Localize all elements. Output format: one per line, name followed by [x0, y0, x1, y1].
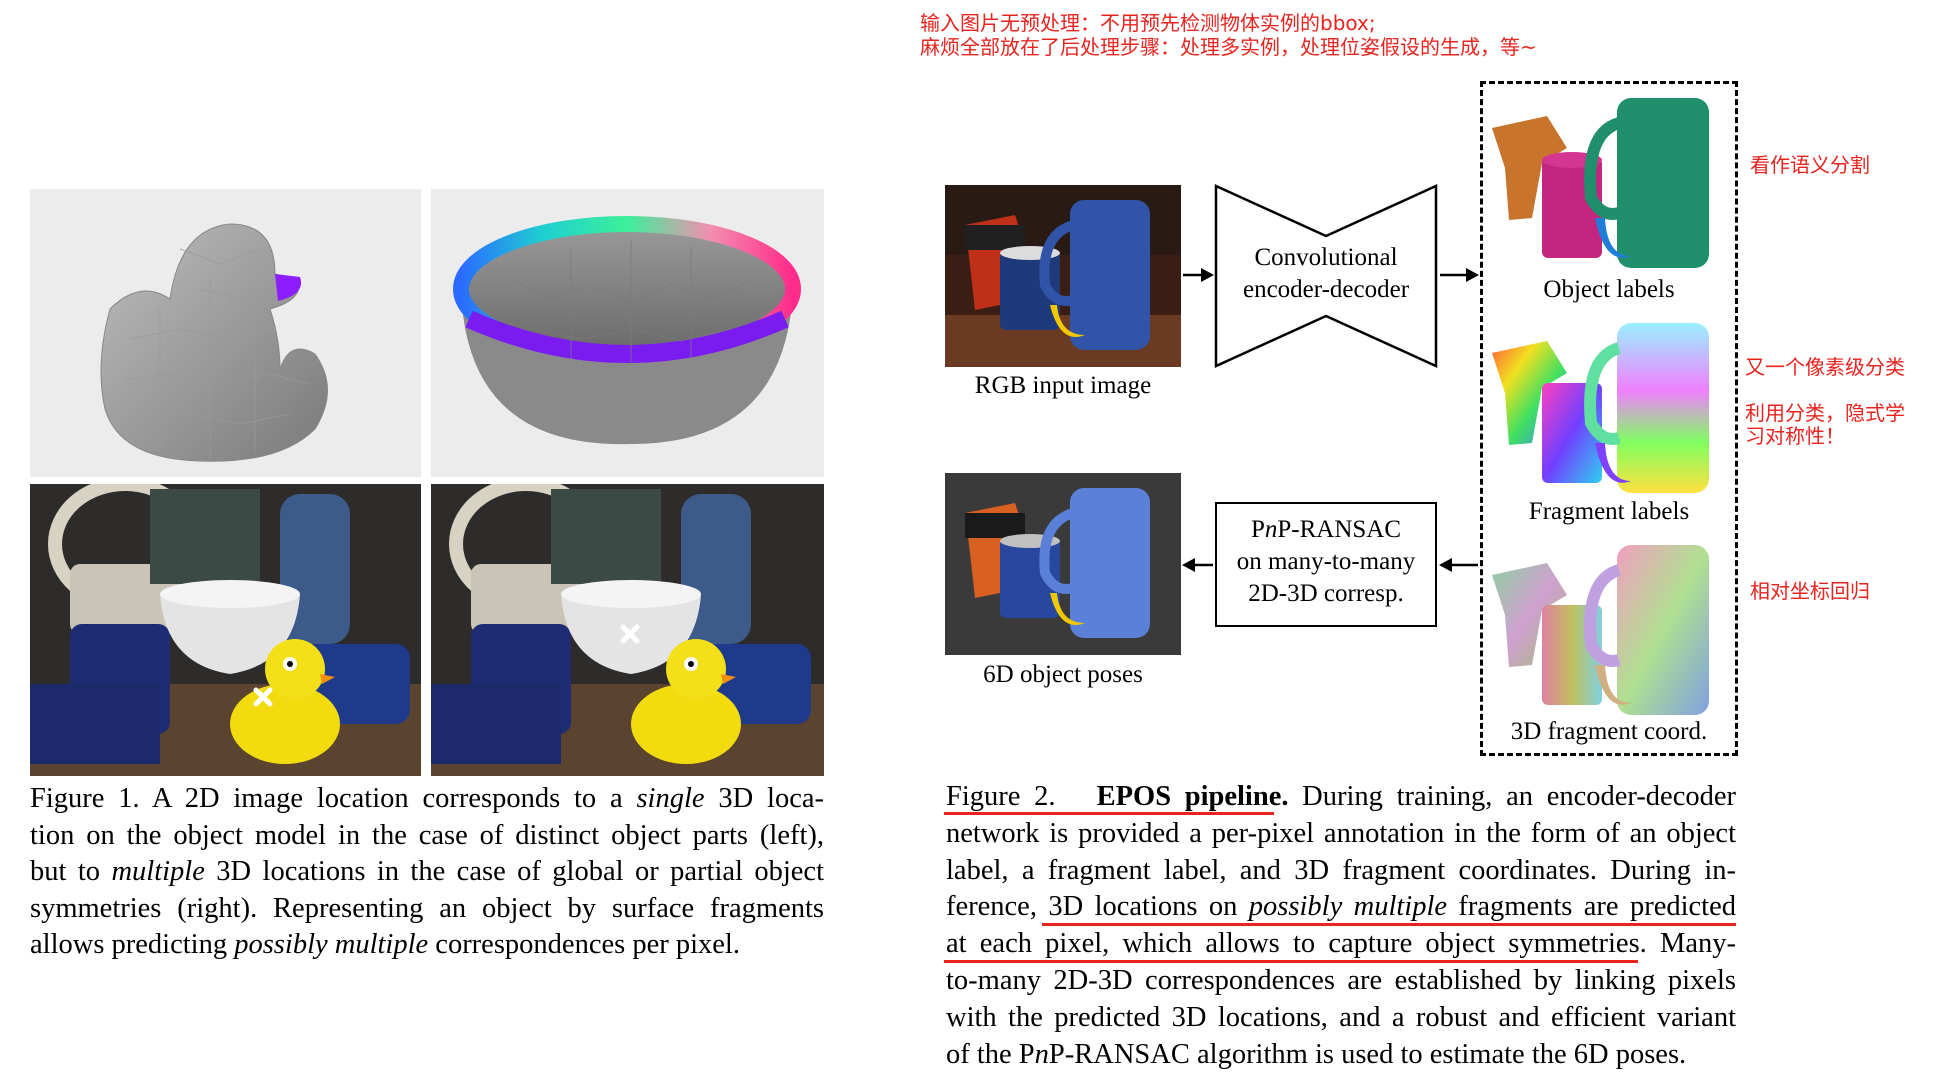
annotation-symmetry-2: 习对称性！	[1745, 424, 1845, 448]
encoder-decoder-block	[1214, 184, 1438, 368]
annotation-symmetry-1: 利用分类，隐式学	[1745, 401, 1905, 425]
fragment-coords-label: 3D fragment coord.	[1510, 718, 1708, 745]
pose-output-label: 6D object poses	[983, 661, 1143, 688]
arrow-encoder-to-outputs	[1440, 268, 1479, 282]
annotation-semantic: 看作语义分割	[1750, 153, 1870, 177]
pnp-ransac-block	[1215, 502, 1437, 627]
object-labels-label: Object labels	[1543, 276, 1675, 303]
figure2-caption: Figure 2. EPOS pipeline. During training…	[946, 781, 1737, 1070]
rgb-input-label: RGB input image	[974, 372, 1152, 399]
figure1-caption: Figure 1. A 2D image location correspond…	[30, 783, 824, 960]
underline-symmetries	[944, 960, 1638, 963]
encoder-decoder-label: Convolutional encoder-decoder	[1242, 244, 1410, 303]
annotation-pixel-class: 又一个像素级分类	[1745, 355, 1905, 379]
rgb-input-image	[945, 185, 1181, 367]
duck-model-render	[30, 189, 421, 477]
annotation-top-line2: 麻烦全部放在了后处理步骤：处理多实例，处理位姿假设的生成，等~	[920, 35, 1537, 59]
pose-output-image	[945, 473, 1181, 655]
scene-illustration-right	[431, 484, 824, 776]
underline-figure2-title	[944, 812, 1274, 815]
fragment-coords-image	[1487, 535, 1731, 720]
bowl-model-render	[431, 189, 824, 477]
rgb-input-illustration	[945, 185, 1181, 367]
fragment-coords-illustration	[1492, 545, 1709, 715]
scene-illustration-left	[30, 484, 421, 776]
fragment-labels-illustration	[1492, 323, 1709, 493]
arrow-pnp-to-poses	[1182, 558, 1213, 572]
pnp-ransac-label: PnP-RANSAC on many-to-many 2D-3D corresp…	[1236, 516, 1416, 607]
object-labels-illustration	[1492, 98, 1709, 268]
fragment-labels-image	[1487, 313, 1731, 498]
arrow-outputs-to-pnp	[1439, 558, 1478, 572]
annotation-regression: 相对坐标回归	[1750, 579, 1870, 603]
scene-photo-left	[30, 484, 421, 776]
pose-output-illustration	[945, 473, 1181, 655]
annotation-top-line1: 输入图片无预处理：不用预先检测物体实例的bbox;	[920, 11, 1376, 35]
arrow-rgb-to-encoder	[1183, 268, 1214, 282]
duck-model-illustration	[100, 223, 328, 462]
fragment-labels-label: Fragment labels	[1528, 498, 1690, 525]
bowl-model-illustration	[453, 216, 801, 445]
underline-predicted-locations	[1042, 923, 1736, 926]
outputs-container	[1480, 81, 1738, 756]
object-labels-image	[1487, 88, 1731, 273]
scene-photo-right	[431, 484, 824, 776]
